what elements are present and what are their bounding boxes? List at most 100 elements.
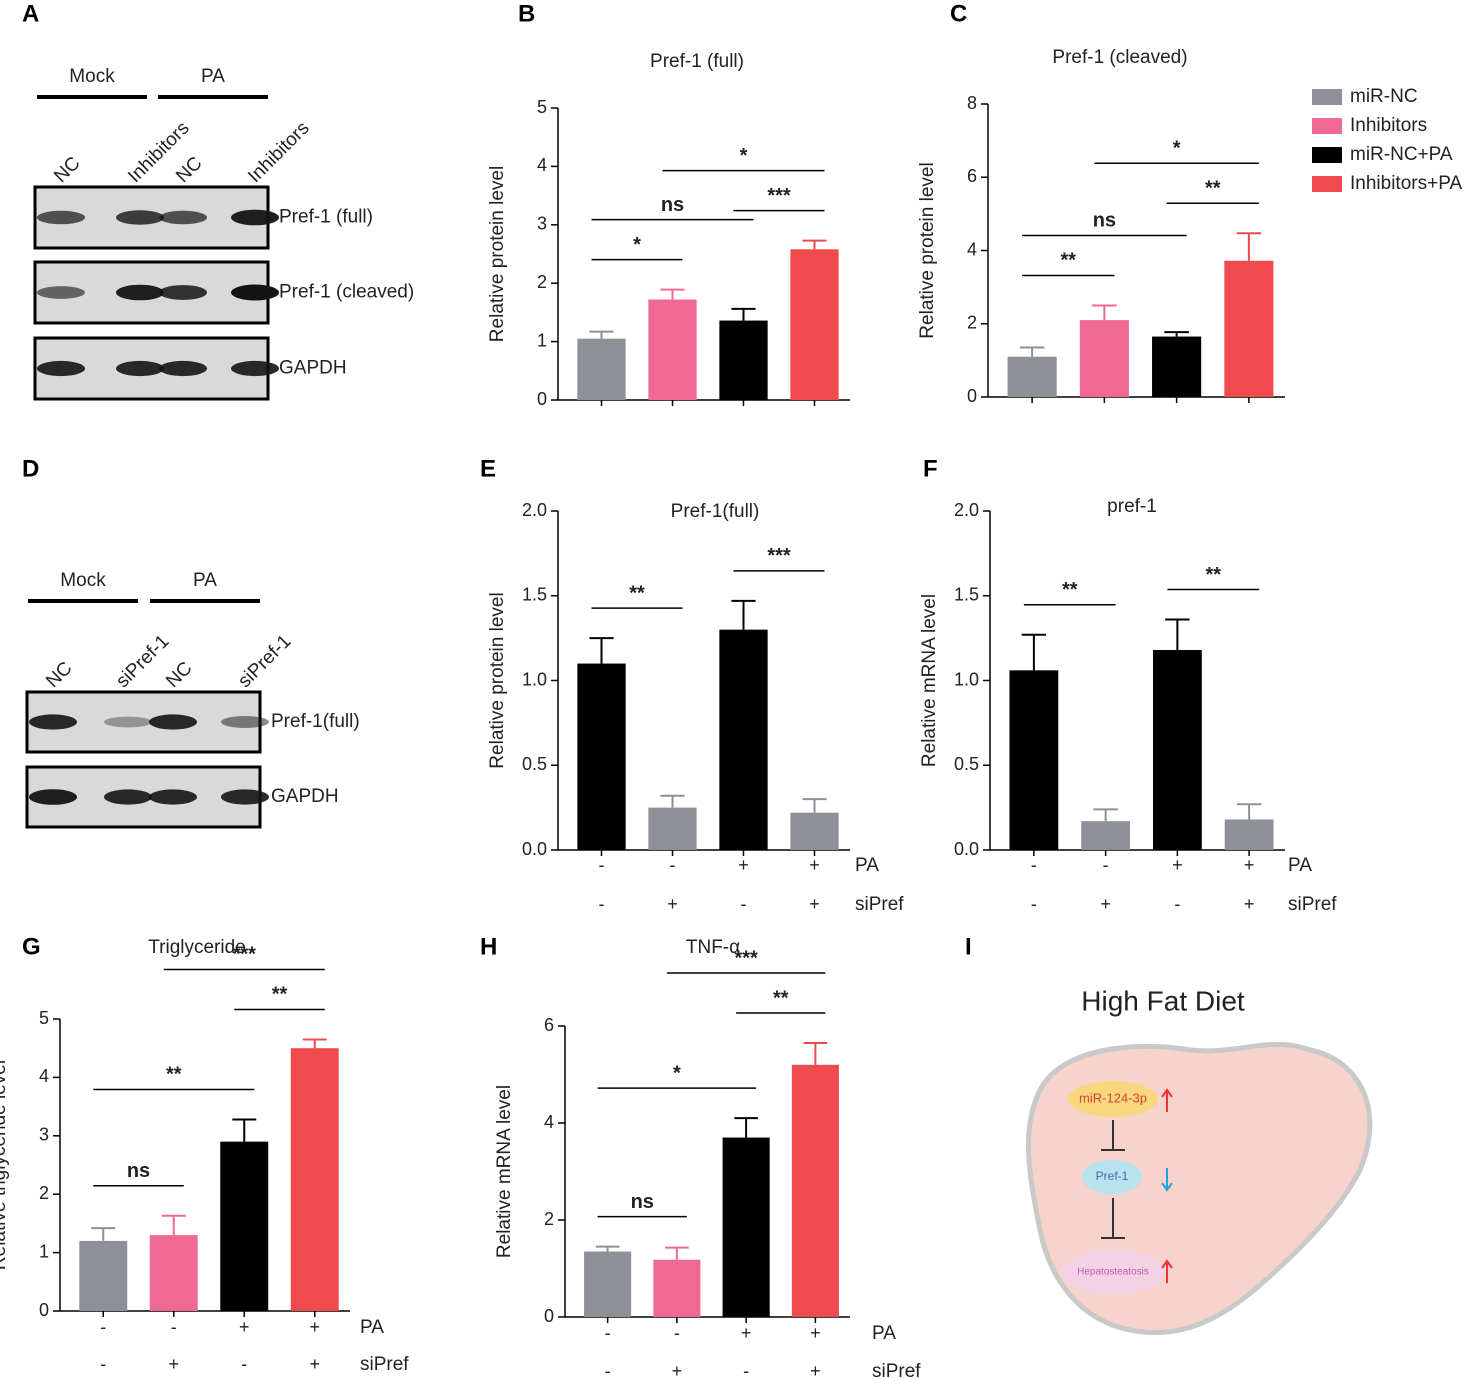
y-axis-label: Relative protein level bbox=[917, 162, 938, 338]
trend-arrows bbox=[1161, 1088, 1173, 1283]
band-label: GAPDH bbox=[271, 786, 339, 807]
panel-letter: F bbox=[923, 455, 938, 482]
panel-letter: D bbox=[22, 455, 39, 482]
significance-label: *** bbox=[767, 185, 791, 207]
bar bbox=[791, 1064, 839, 1317]
diagram-title: High Fat Diet bbox=[1081, 985, 1245, 1016]
significance-label: * bbox=[673, 1062, 681, 1084]
blot-band bbox=[37, 360, 85, 377]
y-tick-label: 0 bbox=[544, 1306, 554, 1326]
bar bbox=[653, 1259, 701, 1317]
bar bbox=[1007, 356, 1057, 397]
bar bbox=[577, 663, 626, 850]
y-tick-label: 0 bbox=[537, 389, 547, 409]
bar bbox=[719, 629, 768, 850]
blot-band bbox=[37, 286, 85, 299]
factor-level: + bbox=[168, 1354, 179, 1374]
factor-level: - bbox=[171, 1317, 177, 1337]
bar bbox=[1224, 819, 1274, 850]
factor-level: + bbox=[1244, 855, 1255, 875]
y-tick-label: 2.0 bbox=[954, 500, 979, 520]
factor-level: - bbox=[741, 894, 747, 914]
bar bbox=[1009, 670, 1059, 850]
significance-label: ** bbox=[1060, 250, 1076, 272]
y-tick-label: 0.5 bbox=[522, 754, 547, 774]
bar bbox=[790, 812, 839, 850]
factor-level: + bbox=[810, 1361, 821, 1379]
significance-label: ** bbox=[166, 1064, 182, 1086]
significance-label: ** bbox=[773, 987, 789, 1009]
blot-band bbox=[29, 714, 77, 730]
y-tick-label: 1.0 bbox=[954, 669, 979, 689]
factor-name: PA bbox=[360, 1317, 384, 1338]
bar bbox=[1224, 260, 1274, 397]
bar bbox=[79, 1240, 128, 1311]
y-tick-label: 3 bbox=[537, 214, 547, 234]
factor-level: + bbox=[1172, 855, 1183, 875]
y-tick-label: 6 bbox=[544, 1015, 554, 1035]
bar bbox=[1152, 649, 1202, 850]
factor-level: - bbox=[100, 1317, 106, 1337]
node-shape bbox=[1068, 1081, 1158, 1117]
legend-swatch bbox=[1312, 89, 1342, 105]
y-tick-label: 4 bbox=[544, 1112, 554, 1132]
factor-level: - bbox=[100, 1354, 106, 1374]
y-tick-label: 6 bbox=[967, 166, 977, 186]
group-label: Mock bbox=[69, 66, 115, 87]
blot-band bbox=[221, 789, 269, 805]
y-tick-label: 4 bbox=[537, 155, 547, 175]
bar bbox=[722, 1137, 770, 1317]
y-tick-label: 2.0 bbox=[522, 500, 547, 520]
bar bbox=[149, 1235, 198, 1311]
lane-label: NC bbox=[42, 658, 76, 692]
y-axis-label: Relative mRNA level bbox=[919, 594, 940, 767]
group-label: PA bbox=[201, 66, 225, 87]
bar bbox=[290, 1048, 339, 1311]
y-axis-label: Relative mRNA level bbox=[494, 1085, 515, 1258]
bar bbox=[790, 249, 839, 400]
significance-label: * bbox=[740, 145, 748, 167]
blot-band bbox=[159, 360, 207, 377]
bar bbox=[1152, 336, 1202, 397]
factor-level: - bbox=[670, 855, 676, 875]
factor-level: - bbox=[599, 894, 605, 914]
factor-level: + bbox=[672, 1361, 683, 1379]
factor-level: + bbox=[738, 855, 749, 875]
factor-level: - bbox=[1031, 894, 1037, 914]
factor-name: PA bbox=[872, 1323, 896, 1344]
y-tick-label: 8 bbox=[967, 93, 977, 113]
factor-level: - bbox=[674, 1323, 680, 1343]
y-tick-label: 0 bbox=[967, 386, 977, 406]
blot-band bbox=[104, 716, 152, 728]
factor-level: - bbox=[599, 855, 605, 875]
node-shape bbox=[1082, 1160, 1142, 1194]
significance-label: ** bbox=[1062, 579, 1078, 601]
factor-level: + bbox=[741, 1323, 752, 1343]
bar bbox=[1081, 821, 1131, 850]
factor-level: + bbox=[239, 1317, 250, 1337]
factor-level: - bbox=[605, 1323, 611, 1343]
blot-band bbox=[116, 210, 164, 225]
factor-level: + bbox=[667, 894, 678, 914]
blot-band bbox=[231, 284, 279, 301]
blot-band bbox=[37, 210, 85, 225]
factor-level: + bbox=[809, 894, 820, 914]
band-label: Pref-1 (full) bbox=[279, 207, 373, 228]
significance-label: *** bbox=[734, 947, 758, 969]
panel-letter: H bbox=[480, 933, 497, 960]
significance-label: ** bbox=[1205, 564, 1221, 586]
band-label: Pref-1(full) bbox=[271, 711, 360, 732]
y-tick-label: 0.5 bbox=[954, 754, 979, 774]
panel-letter: A bbox=[22, 0, 39, 27]
node-shape bbox=[1061, 1250, 1165, 1294]
bar bbox=[648, 299, 697, 400]
lane-label: siPref-1 bbox=[112, 631, 173, 692]
significance-label: ** bbox=[629, 582, 645, 604]
significance-label: ** bbox=[1205, 178, 1221, 200]
y-tick-label: 4 bbox=[967, 239, 977, 259]
y-tick-label: 2 bbox=[967, 313, 977, 333]
bar bbox=[719, 320, 768, 400]
panel-letter: E bbox=[480, 455, 496, 482]
panel-letter: B bbox=[518, 0, 535, 27]
